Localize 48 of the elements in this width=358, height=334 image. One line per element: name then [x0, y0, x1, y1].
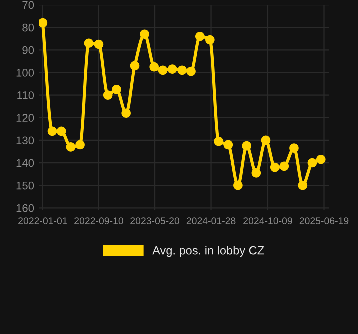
- y-tick-label: 120: [16, 114, 34, 122]
- x-tick-label: 2025-06-19: [300, 218, 349, 225]
- point: [130, 61, 140, 71]
- point: [39, 18, 48, 28]
- point: [84, 38, 94, 48]
- point: [261, 136, 271, 146]
- point: [94, 40, 104, 50]
- y-tick-label: 130: [16, 136, 34, 145]
- point: [270, 162, 280, 172]
- point: [140, 30, 150, 40]
- point: [150, 62, 160, 72]
- y-tick-label: 140: [16, 159, 34, 168]
- point: [224, 140, 234, 150]
- y-tick-label: 80: [22, 24, 34, 32]
- x-tick-label: 2022-09-10: [74, 218, 124, 225]
- x-tick-label: 2024-10-09: [244, 218, 292, 225]
- point: [196, 32, 205, 42]
- legend-label: Avg. pos. in lobby CZ: [152, 246, 264, 258]
- y-tick-label: 70: [22, 1, 34, 10]
- y-tick-label: 160: [16, 204, 34, 212]
- y-tick-label: 100: [16, 68, 34, 77]
- point: [280, 162, 290, 172]
- point: [168, 64, 178, 74]
- point: [56, 126, 66, 136]
- point: [186, 66, 196, 76]
- x-tick-label: 2024-01-28: [186, 218, 236, 225]
- point: [178, 66, 188, 76]
- point: [76, 140, 85, 150]
- point: [66, 142, 76, 152]
- point: [298, 180, 308, 190]
- point: [242, 141, 252, 151]
- point: [112, 85, 122, 94]
- y-tick-label: 110: [18, 92, 34, 100]
- y-tick-label: 90: [22, 46, 34, 54]
- point: [122, 108, 131, 118]
- point: [48, 126, 58, 136]
- point: [252, 168, 262, 178]
- point: [308, 158, 318, 168]
- point: [158, 66, 168, 76]
- x-tick-label: 2022-01-01: [18, 218, 68, 225]
- point: [206, 35, 215, 45]
- point: [290, 144, 299, 154]
- x-tick-label: 2023-05-20: [130, 218, 180, 225]
- y-tick-label: 150: [16, 182, 34, 190]
- point: [214, 136, 224, 146]
- point: [103, 90, 113, 100]
- point: [234, 180, 243, 190]
- point: [316, 154, 326, 164]
